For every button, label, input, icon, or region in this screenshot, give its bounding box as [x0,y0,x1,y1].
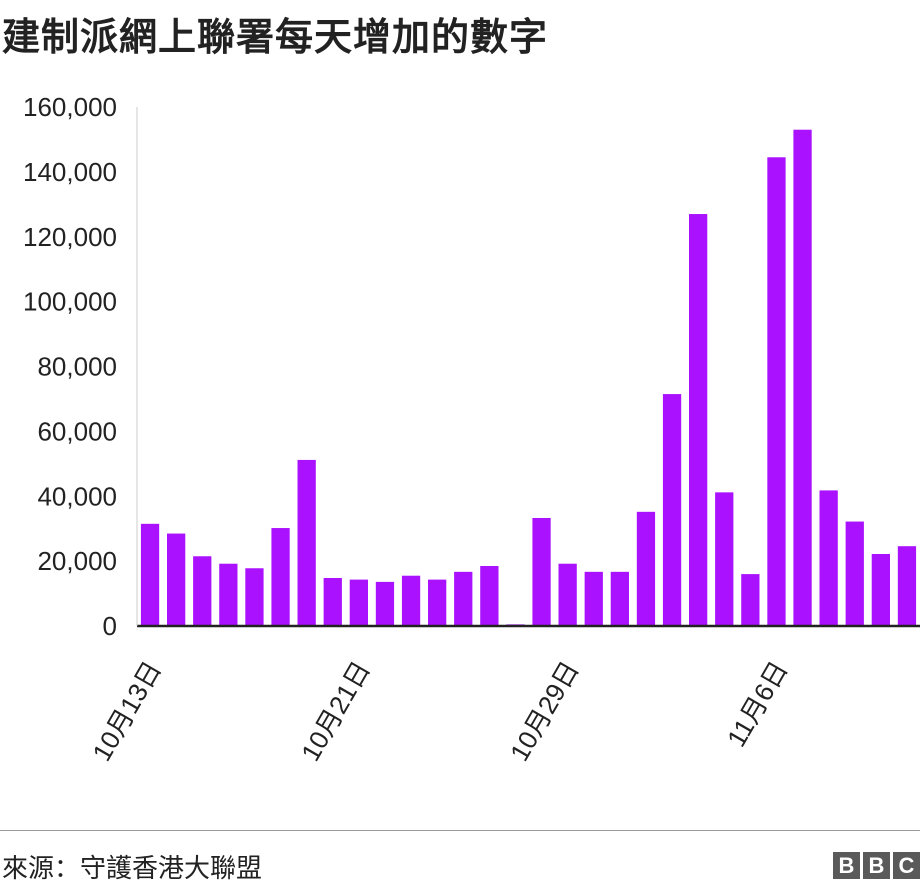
bar [349,579,368,626]
x-tick-label: 11月6日 [721,656,794,752]
bar [454,571,473,626]
bar [245,568,264,626]
bar [610,571,629,626]
bar [480,565,499,626]
bar [636,511,656,626]
y-axis-ticks: 0 20,000 40,000 60,000 80,000 100,000 120,000 1… [23,92,117,641]
bar [193,556,212,626]
x-tick-label: 10月13日 [86,656,167,766]
y-tick-label: 160,000 [23,92,117,122]
y-tick-label: 20,000 [37,546,117,576]
bar [897,546,917,626]
y-tick-label: 120,000 [23,222,117,252]
bar [819,490,838,626]
footer-divider [0,830,920,831]
y-tick-label: 0 [103,611,117,641]
bar [793,129,812,626]
bbc-logo-letter: C [893,852,920,879]
bar [741,574,760,626]
bar [219,563,238,626]
x-tick-label: 10月21日 [295,656,376,766]
bar [401,575,421,626]
bar [845,521,864,626]
bar [662,394,682,626]
chart-title: 建制派網上聯署每天增加的數字 [2,17,549,59]
source-note: 來源：守護香港大聯盟 [2,853,263,883]
bar-chart: 0 20,000 40,000 60,000 80,000 100,000 120,000 1… [23,92,920,766]
bar [584,571,603,626]
bbc-logo: B B C [833,852,920,879]
x-axis-ticks: 10月13日 10月21日 10月29日 11月6日 [86,656,793,766]
bbc-logo-letter: B [833,852,860,879]
bar [375,581,395,626]
x-tick-label: 10月29日 [504,656,585,766]
bar [558,563,577,626]
bar [271,528,290,626]
y-tick-label: 40,000 [37,481,117,511]
bar [532,517,551,626]
bar [428,579,447,626]
y-tick-label: 80,000 [37,352,117,382]
bar [297,459,316,626]
bar [715,492,734,626]
bar-series [140,129,917,627]
bar [767,157,786,626]
y-tick-label: 100,000 [23,287,117,317]
bar [323,577,342,626]
bbc-logo-letter: B [863,852,890,879]
y-tick-label: 60,000 [37,416,117,446]
y-tick-label: 140,000 [23,157,117,187]
bar [871,553,890,626]
bar [689,214,708,627]
bar [140,523,160,626]
bar [167,533,186,626]
